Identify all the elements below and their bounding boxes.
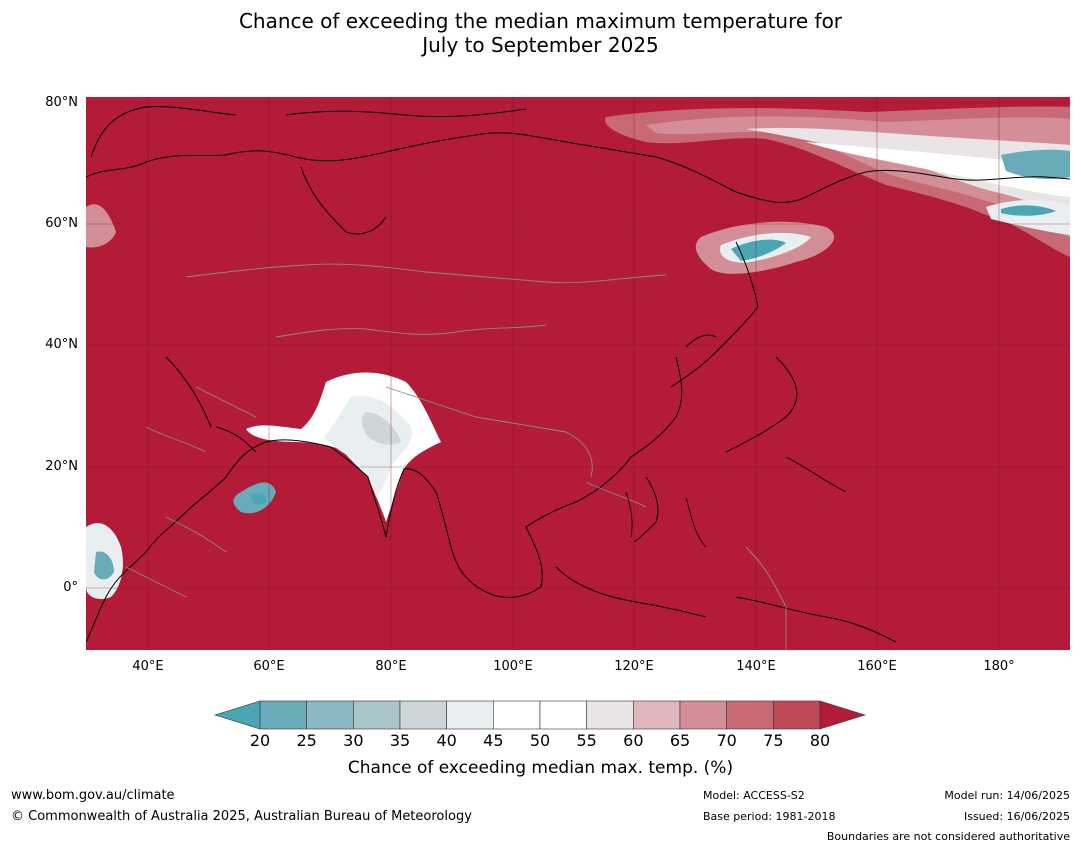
colorbar-cell bbox=[726, 700, 774, 730]
africa-probability-region bbox=[86, 523, 123, 599]
colorbar-tick-label: 25 bbox=[296, 731, 317, 750]
colorbar-cell bbox=[259, 700, 307, 730]
colorbar-tick-label: 65 bbox=[669, 731, 691, 750]
lon-label-40e: 40°E bbox=[132, 659, 164, 674]
colorbar-tick-label: 45 bbox=[483, 731, 504, 750]
title-line-1: Chance of exceeding the median maximum t… bbox=[238, 9, 843, 33]
colorbar-tick-label: 30 bbox=[343, 731, 364, 750]
colorbar-tick-label: 35 bbox=[389, 731, 411, 750]
colorbar bbox=[214, 700, 866, 730]
colorbar-over-arrow bbox=[819, 700, 866, 730]
colorbar-label: Chance of exceeding median max. temp. (%… bbox=[347, 758, 734, 778]
lat-label-20n: 20°N bbox=[45, 459, 78, 474]
colorbar-cell bbox=[399, 700, 447, 730]
issued-text: Issued: 16/06/2025 bbox=[963, 810, 1070, 823]
country-borders bbox=[125, 263, 787, 650]
website-text: www.bom.gov.au/climate bbox=[11, 788, 175, 803]
colorbar-cell bbox=[306, 700, 354, 730]
colorbar-tick-label: 40 bbox=[436, 731, 457, 750]
coastlines bbox=[86, 106, 1070, 643]
islands bbox=[625, 456, 847, 548]
lon-label-180: 180° bbox=[983, 659, 1015, 674]
colorbar-tick-label: 55 bbox=[576, 731, 597, 750]
model-text: Model: ACCESS-S2 bbox=[703, 789, 805, 802]
colorbar-under-arrow bbox=[214, 700, 261, 730]
colorbar-cell bbox=[679, 700, 727, 730]
colorbar-tick-label: 70 bbox=[716, 731, 737, 750]
lat-label-40n: 40°N bbox=[45, 337, 78, 352]
copyright-text: © Commonwealth of Australia 2025, Austra… bbox=[11, 809, 472, 824]
lon-label-140e: 140°E bbox=[736, 659, 776, 674]
disclaimer-text: Boundaries are not considered authoritat… bbox=[826, 830, 1070, 843]
okhotsk-probability-region bbox=[695, 221, 835, 274]
europe-probability-region bbox=[86, 204, 116, 248]
lon-label-100e: 100°E bbox=[493, 659, 533, 674]
graticule bbox=[86, 97, 1070, 650]
colorbar-tick-label: 50 bbox=[529, 731, 551, 750]
arctic-probability-region bbox=[605, 106, 1070, 257]
forecast-map bbox=[86, 97, 1070, 650]
lat-label-0: 0° bbox=[63, 580, 78, 595]
lat-label-60n: 60°N bbox=[45, 216, 78, 231]
colorbar-tick-label: 20 bbox=[249, 731, 271, 750]
colorbar-cell bbox=[539, 700, 587, 730]
chart-title: Chance of exceeding the median maximum t… bbox=[0, 9, 1081, 57]
colorbar-tick-label: 60 bbox=[623, 731, 644, 750]
lon-label-160e: 160°E bbox=[857, 659, 897, 674]
colorbar-cell bbox=[633, 700, 681, 730]
colorbar-cell bbox=[773, 700, 821, 730]
colorbar-cell bbox=[586, 700, 634, 730]
colorbar-tick-label: 75 bbox=[763, 731, 784, 750]
india-probability-region bbox=[233, 372, 441, 522]
colorbar-cell bbox=[493, 700, 541, 730]
colorbar-cell bbox=[446, 700, 494, 730]
lon-label-60e: 60°E bbox=[253, 659, 285, 674]
lon-label-80e: 80°E bbox=[375, 659, 407, 674]
model-run-text: Model run: 14/06/2025 bbox=[944, 789, 1070, 802]
lon-label-120e: 120°E bbox=[614, 659, 654, 674]
colorbar-tick-label: 80 bbox=[809, 731, 831, 750]
base-period-text: Base period: 1981-2018 bbox=[703, 810, 836, 823]
title-line-2: July to September 2025 bbox=[422, 33, 659, 57]
colorbar-cell bbox=[353, 700, 401, 730]
lat-label-80n: 80°N bbox=[45, 95, 78, 110]
